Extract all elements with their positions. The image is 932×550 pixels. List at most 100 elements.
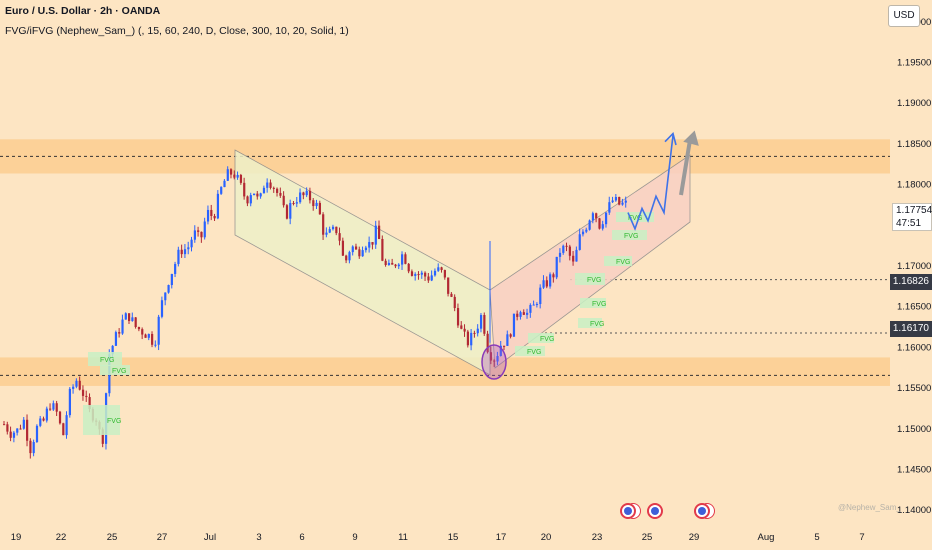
candle-body bbox=[575, 249, 578, 262]
candle-body bbox=[348, 252, 351, 261]
candle-body bbox=[529, 305, 532, 313]
candle-body bbox=[9, 431, 12, 438]
candle-body bbox=[391, 262, 394, 265]
candle-body bbox=[236, 174, 239, 178]
fvg-label: FVG bbox=[100, 357, 114, 364]
ascending-channel bbox=[489, 154, 691, 369]
candle-body bbox=[154, 344, 157, 346]
candle-body bbox=[206, 209, 210, 222]
price-tick-label: 1.19000 bbox=[897, 98, 931, 109]
candle-body bbox=[292, 203, 295, 205]
candle-body bbox=[466, 331, 470, 346]
fvg-zone bbox=[580, 298, 606, 308]
candle-body bbox=[519, 312, 522, 317]
candle-body bbox=[72, 386, 75, 389]
fvg-zone bbox=[616, 212, 654, 222]
candle-body bbox=[433, 270, 437, 276]
candle-body bbox=[588, 220, 591, 230]
candle-body bbox=[65, 415, 68, 436]
candle-body bbox=[39, 418, 42, 426]
candle-body bbox=[3, 424, 6, 426]
candle-body bbox=[246, 196, 249, 204]
candle-body bbox=[539, 287, 542, 305]
price-tick-label: 1.19500 bbox=[897, 57, 931, 68]
candle-body bbox=[598, 218, 601, 229]
time-tick-label: 15 bbox=[448, 532, 459, 543]
price-tick-label: 1.18500 bbox=[897, 139, 931, 150]
economic-event-icon[interactable] bbox=[694, 503, 710, 519]
fvg-zone bbox=[575, 273, 605, 285]
candle-body bbox=[489, 352, 493, 361]
symbol-title[interactable]: Euro / U.S. Dollar · 2h · OANDA bbox=[5, 5, 161, 17]
time-tick-label: 17 bbox=[496, 532, 507, 543]
candle-body bbox=[512, 313, 516, 337]
candle-body bbox=[216, 193, 220, 219]
candle-body bbox=[183, 249, 187, 255]
candle-body bbox=[595, 213, 598, 219]
time-tick-label: 3 bbox=[256, 532, 261, 543]
candle-body bbox=[180, 249, 183, 255]
time-tick-label: 25 bbox=[107, 532, 118, 543]
candle-body bbox=[19, 428, 22, 430]
candle-body bbox=[614, 197, 618, 201]
candle-body bbox=[318, 202, 321, 215]
candle-body bbox=[503, 345, 506, 347]
candle-body bbox=[549, 274, 552, 287]
candle-body bbox=[542, 280, 545, 288]
reversal-circle bbox=[481, 344, 507, 380]
candle-body bbox=[325, 232, 328, 235]
candle-body bbox=[404, 254, 407, 264]
candle-body bbox=[601, 224, 604, 229]
candle-body bbox=[233, 174, 236, 178]
fvg-zone bbox=[528, 333, 554, 343]
target-arrowhead bbox=[683, 130, 699, 146]
candle-body bbox=[121, 319, 124, 334]
candle-body bbox=[368, 242, 371, 248]
candle-body bbox=[453, 296, 456, 309]
candle-body bbox=[322, 214, 325, 235]
candle-body bbox=[114, 332, 118, 346]
economic-event-icon[interactable] bbox=[647, 503, 663, 519]
candle-body bbox=[220, 187, 223, 194]
currency-button[interactable]: USD bbox=[888, 5, 920, 27]
candle-body bbox=[562, 245, 565, 253]
candle-body bbox=[410, 271, 414, 276]
time-tick-label: 20 bbox=[541, 532, 552, 543]
target-arrow bbox=[679, 139, 692, 196]
economic-event-icon[interactable] bbox=[620, 503, 636, 519]
candle-body bbox=[581, 231, 585, 235]
fvg-label: FVG bbox=[112, 368, 126, 375]
candle-body bbox=[302, 192, 305, 196]
candle-body bbox=[118, 332, 121, 334]
candle-body bbox=[88, 397, 91, 410]
time-tick-label: Aug bbox=[758, 532, 775, 543]
candle-body bbox=[476, 328, 479, 334]
candle-body bbox=[32, 441, 35, 454]
candle-body bbox=[378, 225, 381, 239]
candle-body bbox=[315, 202, 318, 207]
candle-body bbox=[558, 252, 562, 257]
candle-body bbox=[496, 355, 499, 362]
candle-body bbox=[483, 315, 486, 334]
fvg-label: FVG bbox=[107, 418, 121, 425]
candle-body bbox=[460, 325, 463, 329]
candle-body bbox=[618, 197, 621, 205]
candle-body bbox=[486, 333, 489, 353]
candle-body bbox=[144, 334, 147, 338]
projection-path bbox=[627, 135, 674, 232]
time-tick-label: 11 bbox=[398, 532, 408, 543]
price-tick-label: 1.16000 bbox=[897, 342, 931, 353]
time-tick-label: 5 bbox=[814, 532, 819, 543]
candle-body bbox=[160, 300, 164, 317]
candle-body bbox=[111, 345, 114, 355]
candle-body bbox=[170, 273, 173, 286]
candle-body bbox=[55, 403, 58, 412]
candle-body bbox=[437, 267, 440, 271]
candle-body bbox=[49, 408, 52, 410]
time-tick-label: 6 bbox=[299, 532, 304, 543]
candle-body bbox=[223, 180, 226, 188]
candle-body bbox=[85, 395, 88, 398]
indicator-legend[interactable]: FVG/iFVG (Nephew_Sam_) (, 15, 60, 240, D… bbox=[5, 25, 349, 37]
